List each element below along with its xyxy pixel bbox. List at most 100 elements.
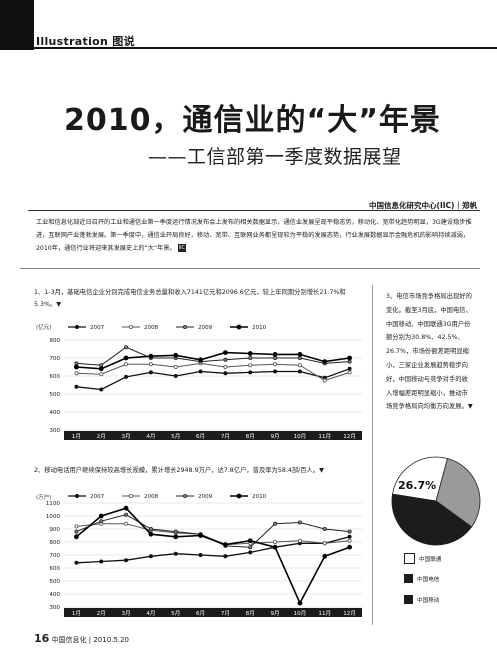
x-tick-label-11: 11月 bbox=[318, 610, 331, 617]
pie-slice-2 bbox=[435, 458, 481, 528]
page-title: 2010，通信业的“大”年景 bbox=[64, 103, 441, 138]
data-point-2010-8 bbox=[247, 538, 253, 544]
data-point-2008-2 bbox=[99, 372, 104, 377]
x-tick-label-9: 9月 bbox=[271, 610, 280, 617]
legend-swatch-unicom bbox=[404, 553, 415, 564]
x-tick-label-1: 1月 bbox=[72, 433, 81, 440]
data-point-2007-6 bbox=[198, 369, 203, 374]
data-point-2010-6 bbox=[198, 357, 203, 363]
data-point-2010-7 bbox=[223, 542, 228, 547]
iic-badge: IIC bbox=[177, 244, 186, 252]
y-tick-label-500: 500 bbox=[49, 392, 60, 398]
data-point-2008-5 bbox=[173, 365, 178, 370]
byline: 中国信息化研究中心(IIC)｜郑帆 bbox=[369, 201, 477, 210]
data-point-2009-9 bbox=[273, 356, 278, 361]
x-tick-label-12: 12月 bbox=[343, 610, 356, 617]
data-point-2010-10 bbox=[297, 352, 303, 357]
x-tick-label-8: 8月 bbox=[246, 610, 255, 617]
data-point-2010-2 bbox=[98, 513, 104, 519]
x-tick-label-5: 5月 bbox=[171, 433, 180, 440]
data-point-2008-11 bbox=[322, 541, 327, 546]
data-point-2007-1 bbox=[74, 384, 79, 389]
pie-slice-1 bbox=[392, 456, 448, 502]
data-point-2007-2 bbox=[99, 559, 104, 564]
legend-marker-2010 bbox=[236, 493, 242, 499]
section2-text: 2、移动电话用户继续保持较高增长规模，累计增长2948.9万户，达7.8亿户，普… bbox=[34, 467, 325, 474]
data-point-2009-9 bbox=[273, 521, 278, 526]
data-point-2010-11 bbox=[322, 553, 328, 559]
header-rule bbox=[34, 47, 497, 49]
series-line-2008 bbox=[76, 523, 350, 546]
data-point-2010-3 bbox=[123, 505, 129, 511]
data-point-2010-1 bbox=[74, 364, 79, 370]
data-point-2007-1 bbox=[74, 560, 79, 565]
data-point-2007-7 bbox=[223, 554, 228, 559]
data-point-2008-1 bbox=[74, 371, 79, 376]
data-point-2010-5 bbox=[173, 352, 179, 358]
chart1-unit: (亿元) bbox=[36, 325, 52, 331]
legend-item-unicom: 中国联通 bbox=[404, 553, 441, 564]
byline-rule bbox=[28, 210, 480, 211]
pie-slice-3 bbox=[391, 493, 473, 546]
x-tick-label-6: 6月 bbox=[196, 610, 205, 617]
legend-marker-2008 bbox=[129, 494, 134, 499]
x-tick-label-1: 1月 bbox=[72, 610, 81, 617]
data-point-2010-11 bbox=[322, 359, 328, 364]
y-tick-label-600: 600 bbox=[49, 566, 60, 572]
data-point-2010-4 bbox=[148, 353, 154, 359]
y-tick-label-300: 300 bbox=[49, 605, 60, 611]
y-tick-label-400: 400 bbox=[49, 410, 60, 416]
data-point-2007-8 bbox=[248, 550, 253, 555]
data-point-2009-12 bbox=[347, 529, 352, 534]
data-point-2009-7 bbox=[223, 357, 228, 362]
page-subtitle: ——工信部第一季度数据展望 bbox=[148, 146, 402, 168]
y-tick-label-1000: 1000 bbox=[46, 514, 61, 520]
legend-label-2010: 2010 bbox=[252, 494, 267, 500]
legend-label-2007: 2007 bbox=[90, 325, 105, 331]
data-point-2009-2 bbox=[99, 519, 104, 524]
data-point-2008-10 bbox=[297, 363, 302, 368]
y-tick-label-800: 800 bbox=[49, 338, 60, 344]
x-tick-label-7: 7月 bbox=[221, 433, 230, 440]
data-point-2009-11 bbox=[322, 527, 327, 532]
legend-label-2009: 2009 bbox=[198, 325, 213, 331]
subscriber-line-chart: 2007 2008 2009 2010 300 400 500 600 700 800 900 100… bbox=[46, 493, 362, 617]
data-point-2008-9 bbox=[273, 362, 278, 367]
data-point-2009-4 bbox=[148, 527, 153, 532]
y-tick-label-1100: 1100 bbox=[46, 501, 61, 507]
y-tick-label-300: 300 bbox=[49, 428, 60, 434]
data-point-2008-3 bbox=[124, 521, 129, 526]
legend-marker-2010 bbox=[236, 324, 242, 330]
column-divider bbox=[372, 285, 373, 625]
data-point-2008-3 bbox=[124, 362, 129, 367]
data-point-2009-1 bbox=[74, 529, 79, 534]
data-point-2008-7 bbox=[223, 365, 228, 370]
data-point-2008-4 bbox=[148, 362, 153, 367]
y-tick-label-400: 400 bbox=[49, 592, 60, 598]
data-point-2009-5 bbox=[173, 529, 178, 534]
series-line-2007 bbox=[76, 368, 350, 391]
legend-label-2008: 2008 bbox=[144, 325, 159, 331]
data-point-2010-9 bbox=[272, 352, 278, 357]
legend-label-telecom: 中国电信 bbox=[417, 576, 440, 583]
legend-marker-2008 bbox=[129, 325, 134, 330]
page-footer: 16 中国信息化 | 2010.5.20 bbox=[34, 632, 129, 645]
data-point-2010-9 bbox=[272, 544, 278, 550]
sidebar-text: 3、电信市场竞争格局出现好的变化。截至3月底，中国电信、中国移动、中国联通3G用… bbox=[386, 293, 473, 411]
data-point-2008-9 bbox=[273, 540, 278, 545]
y-tick-label-600: 600 bbox=[49, 374, 60, 380]
data-point-2009-10 bbox=[297, 520, 302, 525]
x-tick-label-12: 12月 bbox=[343, 433, 356, 440]
market-share-pie-chart: 26.7% bbox=[391, 456, 481, 546]
x-tick-label-4: 4月 bbox=[146, 433, 155, 440]
data-point-2007-4 bbox=[148, 370, 153, 375]
y-tick-label-900: 900 bbox=[49, 527, 60, 533]
y-tick-label-700: 700 bbox=[49, 356, 60, 362]
data-point-2009-10 bbox=[297, 356, 302, 361]
data-point-2008-12 bbox=[347, 538, 352, 543]
series-line-2008 bbox=[76, 362, 350, 382]
series-line-2010 bbox=[75, 507, 350, 605]
legend-marker-2007 bbox=[75, 494, 80, 499]
pie-data-label: 26.7% bbox=[398, 479, 436, 492]
legend-label-2009: 2009 bbox=[198, 494, 213, 500]
